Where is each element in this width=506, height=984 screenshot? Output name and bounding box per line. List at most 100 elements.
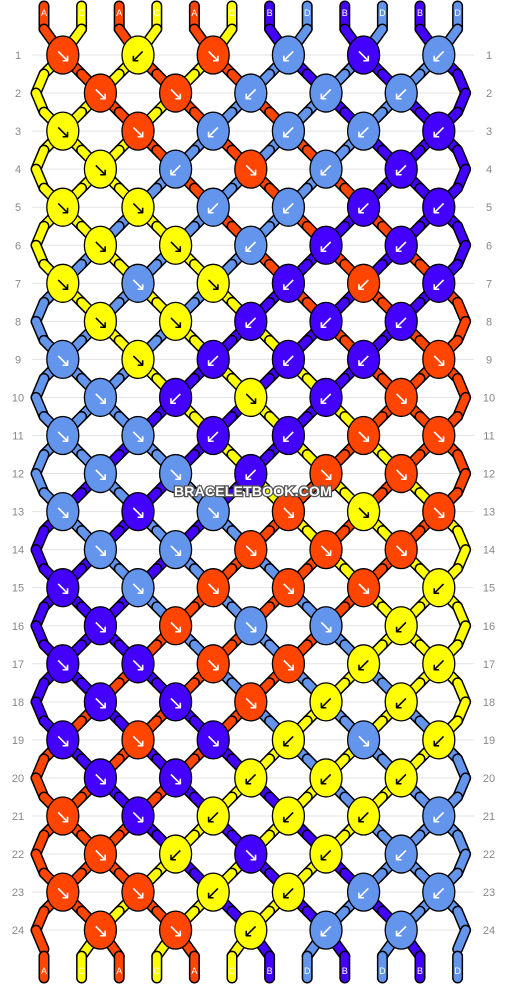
knot-circle: [384, 301, 418, 342]
knot: ↙: [271, 796, 306, 836]
knot-arrow-icon: ↙: [280, 349, 296, 371]
knot-arrow-icon: ↘: [356, 45, 372, 67]
knot-arrow-icon: ↙: [356, 349, 372, 371]
knot: ↙: [271, 111, 306, 151]
knot: ↘: [83, 377, 118, 418]
knot-arrow-icon: ↙: [393, 83, 409, 105]
strand-letter-bottom: C: [229, 966, 236, 976]
knot-circle: [346, 720, 381, 760]
knot-arrow-icon: ↙: [280, 806, 296, 828]
knot: ↘: [121, 415, 155, 456]
knot-circle: [46, 339, 80, 380]
strand-letter-bottom: A: [116, 966, 122, 976]
knot-circle: [46, 263, 80, 303]
knot-arrow-icon: ↙: [205, 121, 221, 143]
strand-edge: [32, 926, 48, 954]
knot: ↙: [384, 758, 418, 798]
strand-letter-top: D: [379, 8, 386, 18]
knot-circle: [196, 111, 230, 151]
knot-arrow-icon: ↙: [431, 273, 447, 295]
knot-arrow-icon: ↘: [55, 45, 71, 67]
knot-circle: [158, 453, 193, 494]
knot-circle: [158, 910, 193, 950]
knot-circle: [46, 796, 80, 836]
row-number-left: 1: [15, 50, 21, 62]
knot: ↘: [121, 263, 155, 303]
row-number-left: 19: [12, 735, 24, 747]
knot-arrow-icon: ↘: [168, 768, 184, 790]
knot-arrow-icon: ↘: [130, 197, 146, 219]
knot-circle: [384, 453, 418, 494]
knot-circle: [121, 491, 155, 532]
knot: ↙: [384, 910, 418, 950]
knot-circle: [83, 834, 118, 874]
knot: ↙: [196, 872, 230, 912]
knot-arrow-icon: ↙: [205, 806, 221, 828]
knot: ↘: [83, 453, 118, 494]
knot-circle: [384, 910, 418, 950]
row-number-left: 7: [15, 278, 21, 290]
row-number-left: 24: [12, 925, 24, 937]
knot-arrow-icon: ↘: [168, 83, 184, 105]
row-number-left: 9: [15, 354, 21, 366]
knot-circle: [46, 644, 80, 684]
watermark: BRACELETBOOK.COM: [174, 483, 332, 499]
knot-arrow-icon: ↘: [92, 387, 108, 409]
knot: ↙: [422, 35, 456, 75]
knot-circle: [158, 149, 193, 189]
knot-arrow-icon: ↘: [356, 730, 372, 752]
knot: ↙: [234, 73, 268, 113]
knot-circle: [309, 530, 343, 570]
knot: ↘: [46, 187, 80, 227]
knot: ↘: [384, 453, 418, 494]
knot-arrow-icon: ↘: [55, 730, 71, 752]
knot: ↙: [346, 339, 381, 380]
knot-circle: [384, 834, 418, 874]
row-number-right: 24: [483, 925, 495, 937]
knot-arrow-icon: ↙: [393, 311, 409, 333]
knot-arrow-icon: ↙: [431, 730, 447, 752]
knot: ↙: [346, 872, 381, 912]
knot: ↘: [46, 644, 80, 684]
knot-arrow-icon: ↘: [168, 311, 184, 333]
knot-arrow-icon: ↘: [55, 502, 71, 524]
knot-circle: [234, 73, 268, 113]
knot-circle: [234, 453, 268, 494]
strand-letter-top: D: [454, 8, 461, 18]
knot: ↙: [384, 225, 418, 265]
row-number-left: 10: [12, 392, 24, 404]
knot-circle: [384, 377, 418, 418]
strand-letter-top: C: [78, 8, 85, 18]
strand-letter-bottom: B: [417, 966, 423, 976]
knot-circle: [83, 910, 118, 950]
knot-arrow-icon: ↙: [318, 920, 334, 942]
knot: ↙: [384, 834, 418, 874]
knot: ↙: [158, 834, 193, 874]
knot-circle: [46, 187, 80, 227]
knot-arrow-icon: ↙: [356, 806, 372, 828]
knot-circle: [121, 644, 155, 684]
strand-letter-top: B: [417, 8, 423, 18]
knot-circle: [309, 225, 343, 265]
knot: ↙: [309, 834, 343, 874]
knot-circle: [234, 301, 268, 342]
knot: ↘: [309, 453, 343, 494]
knot-circle: [346, 187, 381, 227]
knot-circle: [422, 187, 456, 227]
knot-circle: [196, 187, 230, 227]
knot-arrow-icon: ↙: [243, 235, 259, 257]
knot-arrow-icon: ↘: [55, 882, 71, 904]
knot-arrow-icon: ↘: [55, 349, 71, 371]
knot-circle: [271, 415, 306, 456]
knot-circle: [422, 491, 456, 532]
knot: ↘: [121, 796, 155, 836]
knot-arrow-icon: ↙: [393, 692, 409, 714]
knot-arrow-icon: ↘: [205, 654, 221, 676]
knot-circle: [271, 111, 306, 151]
knot-arrow-icon: ↙: [280, 730, 296, 752]
knot: ↘: [46, 796, 80, 836]
strand-letter-top: C: [229, 8, 236, 18]
knot-arrow-icon: ↙: [168, 387, 184, 409]
knot-arrow-icon: ↘: [55, 121, 71, 143]
